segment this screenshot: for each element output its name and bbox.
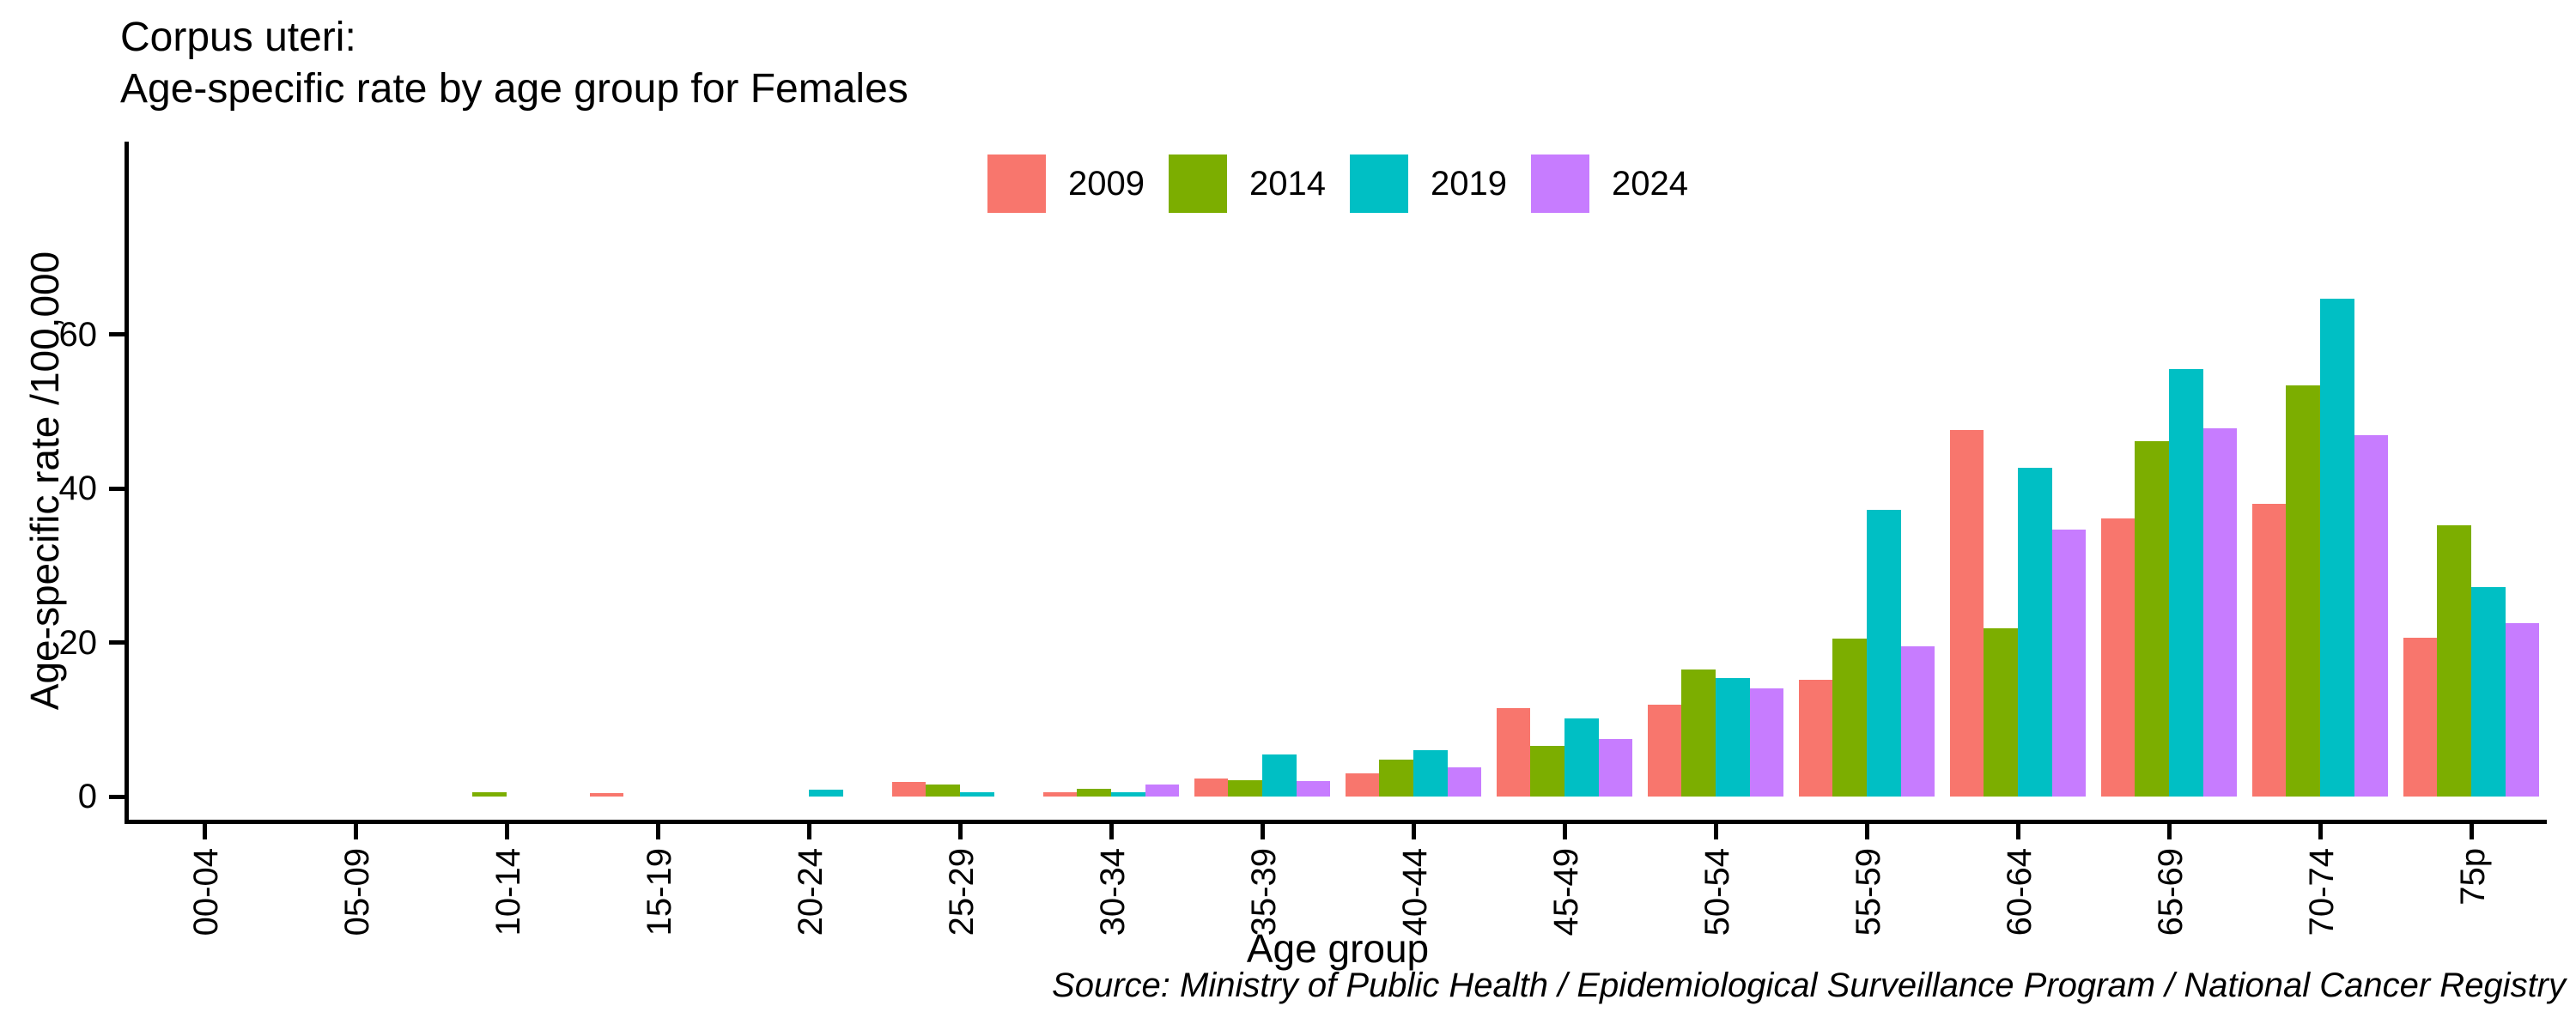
bar-2024-65-69 bbox=[2202, 428, 2238, 797]
x-axis-tick bbox=[2318, 824, 2323, 839]
bar-2024-30-34 bbox=[1145, 784, 1180, 797]
x-axis-line bbox=[125, 820, 2547, 824]
y-axis-line bbox=[125, 142, 129, 820]
chart-title-line1: Corpus uteri: bbox=[120, 15, 356, 60]
y-axis-tick bbox=[109, 794, 125, 799]
y-axis-title: Age-specific rate /100,000 bbox=[22, 251, 67, 711]
bar-2019-30-34 bbox=[1111, 791, 1145, 797]
bar-2014-55-59 bbox=[1832, 639, 1867, 797]
bar-2009-70-74 bbox=[2251, 504, 2287, 797]
bar-2009-30-34 bbox=[1042, 791, 1078, 797]
bar-2024-35-39 bbox=[1296, 781, 1331, 797]
bar-2024-75p bbox=[2505, 623, 2540, 797]
bar-2019-65-69 bbox=[2169, 369, 2203, 797]
legend-swatch-2024 bbox=[1530, 154, 1589, 213]
bar-2019-60-64 bbox=[2018, 468, 2052, 797]
y-axis-tick-label: 60 bbox=[58, 315, 98, 354]
x-axis-tick bbox=[2469, 824, 2474, 839]
bar-2019-40-44 bbox=[1413, 750, 1448, 797]
bar-2009-40-44 bbox=[1345, 773, 1380, 797]
bar-2009-25-29 bbox=[891, 781, 927, 797]
bar-2014-60-64 bbox=[1984, 627, 2018, 797]
bar-2019-75p bbox=[2471, 587, 2506, 797]
chart-title-line2: Age-specific rate by age group for Femal… bbox=[120, 66, 908, 112]
y-axis-tick-label: 0 bbox=[77, 778, 97, 815]
bar-2014-50-54 bbox=[1681, 670, 1716, 797]
legend-swatch-2014 bbox=[1169, 154, 1228, 213]
source-note: Source: Ministry of Public Health / Epid… bbox=[1052, 966, 2566, 1004]
legend-swatch-2019 bbox=[1350, 154, 1408, 213]
legend-item-2009: 2009 bbox=[987, 154, 1145, 213]
bar-2014-30-34 bbox=[1077, 789, 1111, 797]
x-axis-tick bbox=[2166, 824, 2172, 839]
x-axis-tick bbox=[353, 824, 358, 839]
legend-item-2019: 2019 bbox=[1350, 154, 1507, 213]
y-axis-tick-label: 40 bbox=[58, 470, 98, 508]
bar-2014-35-39 bbox=[1228, 780, 1262, 797]
y-axis-tick bbox=[109, 486, 125, 491]
x-axis-tick bbox=[504, 824, 509, 839]
bar-2024-55-59 bbox=[1900, 646, 1935, 797]
legend-item-2024: 2024 bbox=[1530, 154, 1688, 213]
chart-title: Corpus uteri: Age-specific rate by age g… bbox=[120, 12, 908, 115]
legend-label-2019: 2019 bbox=[1431, 164, 1507, 203]
legend-label-2024: 2024 bbox=[1611, 164, 1688, 203]
bar-2019-55-59 bbox=[1867, 510, 1901, 797]
bar-2014-40-44 bbox=[1379, 759, 1413, 797]
bar-2024-40-44 bbox=[1447, 766, 1482, 797]
x-axis-tick bbox=[957, 824, 963, 839]
x-axis-tick bbox=[1562, 824, 1567, 839]
bar-2009-65-69 bbox=[2100, 518, 2136, 797]
bar-2009-55-59 bbox=[1798, 679, 1833, 797]
legend: 2009 2014 2019 2024 bbox=[129, 153, 2547, 215]
bar-2019-70-74 bbox=[2320, 298, 2354, 797]
y-axis-tick bbox=[109, 332, 125, 337]
bar-2024-45-49 bbox=[1598, 738, 1633, 797]
x-axis-tick bbox=[806, 824, 811, 839]
x-axis-tick bbox=[2015, 824, 2020, 839]
y-axis-tick bbox=[109, 640, 125, 645]
bar-2009-60-64 bbox=[1949, 430, 1984, 797]
x-axis-title: Age group bbox=[1246, 926, 1430, 971]
bar-2014-75p bbox=[2437, 525, 2471, 797]
x-axis-tick bbox=[1864, 824, 1869, 839]
bar-2019-25-29 bbox=[960, 791, 994, 797]
bar-2019-50-54 bbox=[1716, 677, 1750, 797]
x-axis-tick bbox=[1109, 824, 1114, 839]
legend-label-2014: 2014 bbox=[1249, 164, 1326, 203]
bar-2014-65-69 bbox=[2135, 440, 2169, 797]
bar-2019-35-39 bbox=[1262, 754, 1297, 797]
bar-2014-10-14 bbox=[472, 791, 507, 797]
x-axis-tick bbox=[1713, 824, 1718, 839]
x-axis-tick bbox=[1260, 824, 1265, 839]
bar-2019-20-24 bbox=[809, 789, 843, 797]
bar-2014-25-29 bbox=[926, 784, 960, 797]
legend-item-2014: 2014 bbox=[1169, 154, 1326, 213]
bar-2009-50-54 bbox=[1647, 705, 1682, 797]
bar-2009-75p bbox=[2403, 638, 2438, 797]
y-axis-tick-label: 20 bbox=[58, 623, 98, 662]
bar-2009-45-49 bbox=[1496, 707, 1531, 797]
bar-2009-35-39 bbox=[1194, 779, 1229, 797]
legend-swatch-2009 bbox=[987, 154, 1047, 213]
x-axis-tick bbox=[655, 824, 660, 839]
bar-2014-45-49 bbox=[1530, 745, 1564, 797]
bar-2024-70-74 bbox=[2354, 434, 2389, 797]
bar-2009-15-19 bbox=[589, 792, 624, 797]
bar-2024-50-54 bbox=[1749, 688, 1784, 797]
bar-2014-70-74 bbox=[2286, 385, 2320, 797]
x-axis-tick bbox=[202, 824, 207, 839]
bar-2024-60-64 bbox=[2051, 529, 2087, 797]
bar-2019-45-49 bbox=[1564, 718, 1599, 797]
legend-label-2009: 2009 bbox=[1068, 164, 1145, 203]
x-axis-tick bbox=[1411, 824, 1416, 839]
